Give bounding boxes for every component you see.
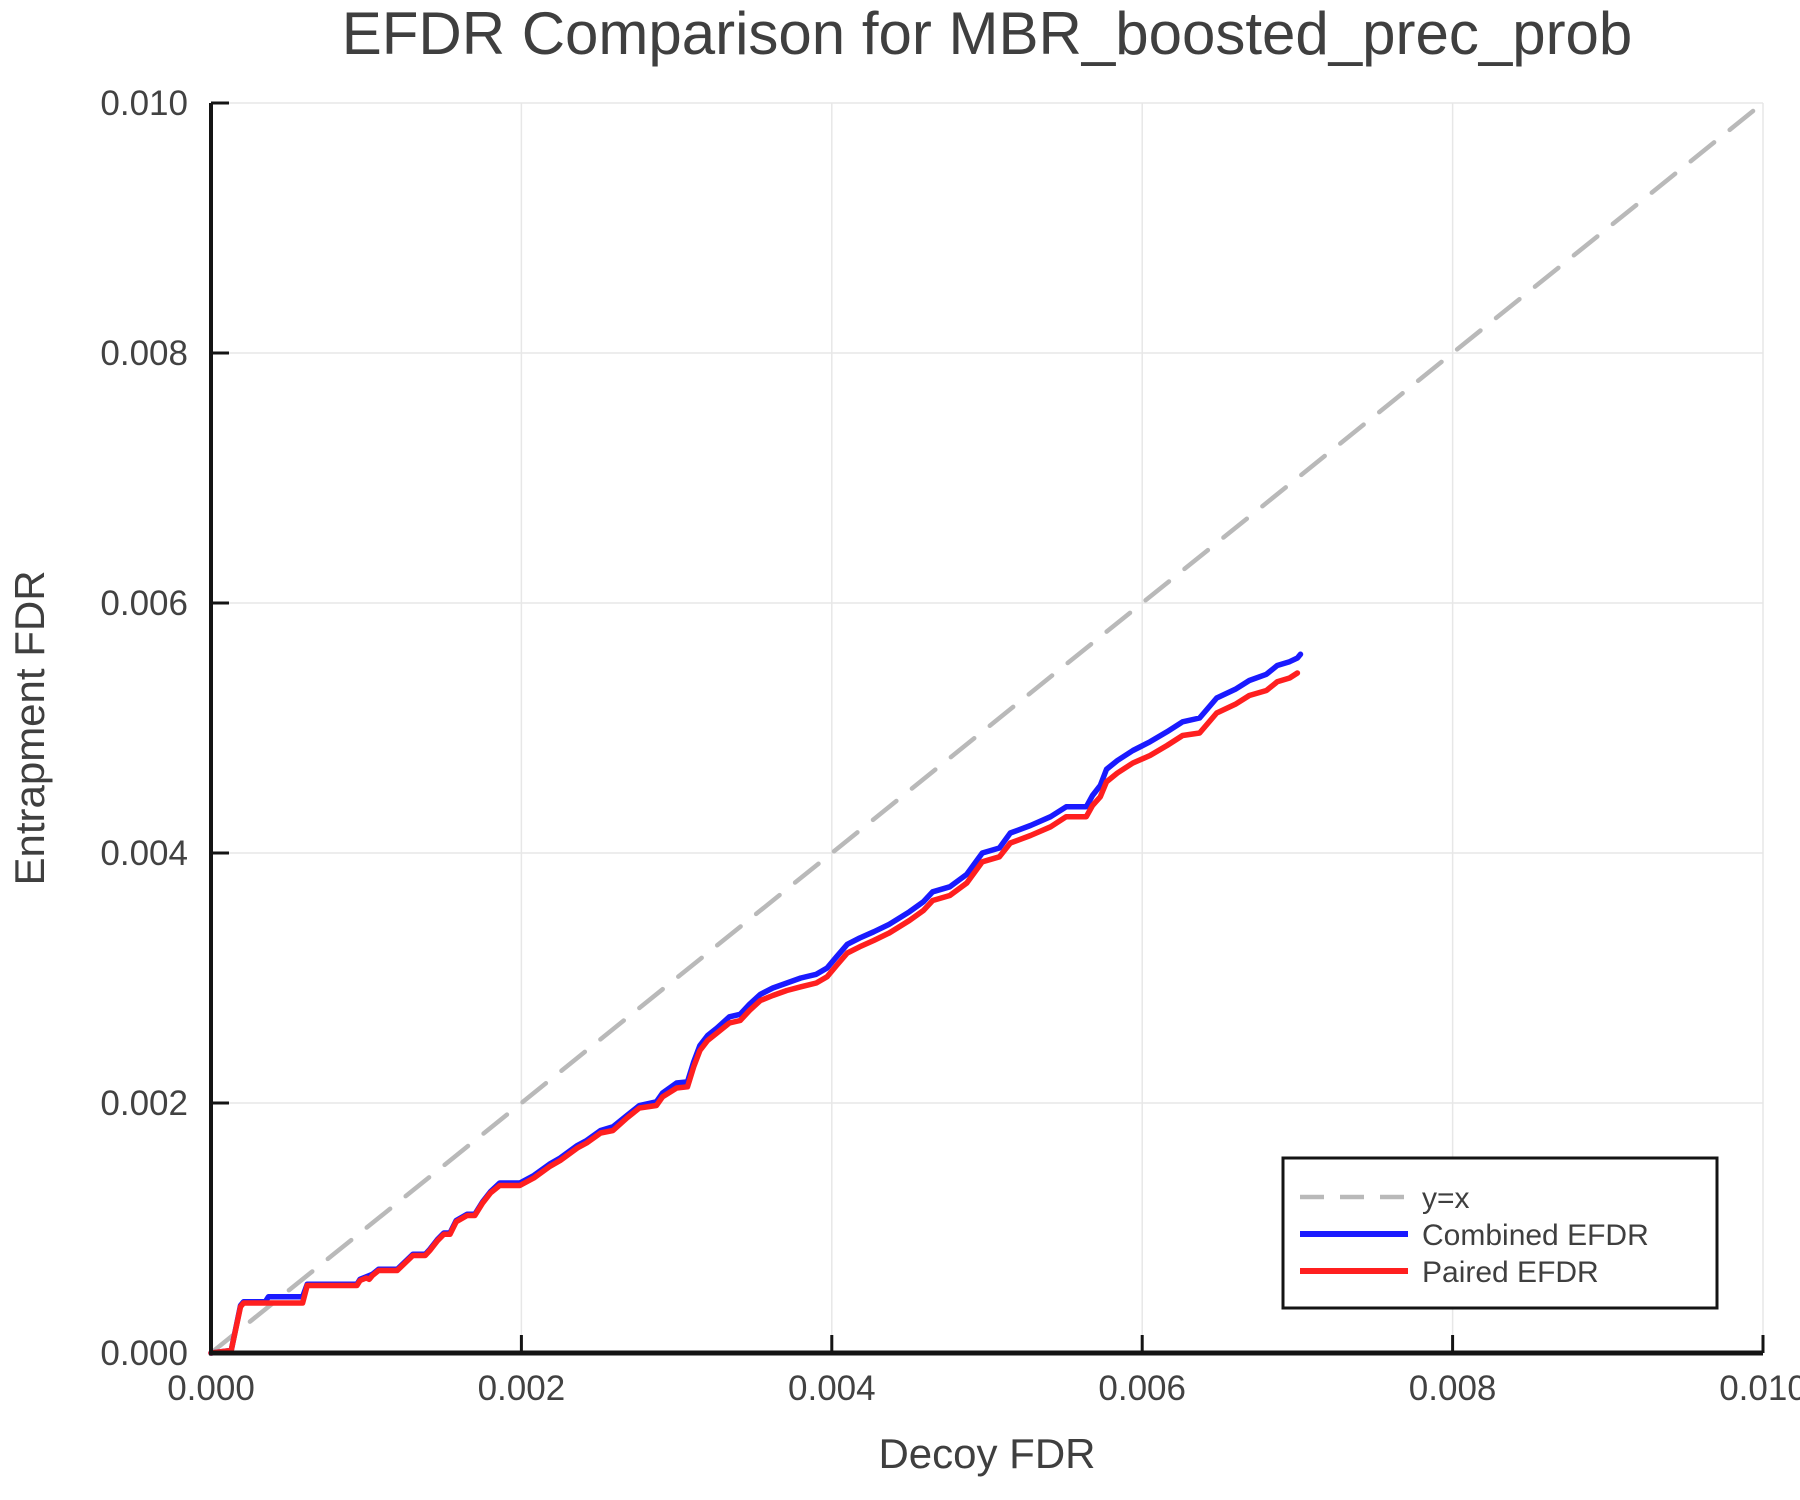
x-tick-label: 0.004 — [788, 1369, 876, 1408]
y-tick-label: 0.010 — [100, 84, 188, 123]
y-tick-label: 0.004 — [100, 834, 188, 873]
series-layer — [208, 651, 1304, 1356]
x-tick-label: 0.006 — [1098, 1369, 1186, 1408]
legend-entry-identity: y=x — [1300, 1182, 1470, 1215]
paired-efdr-line — [208, 670, 1301, 1356]
x-tick-label: 0.008 — [1409, 1369, 1497, 1408]
legend-entry-paired: Paired EFDR — [1300, 1256, 1599, 1289]
y-axis-label: Entrapment FDR — [6, 570, 53, 885]
identity-line-layer — [208, 100, 1766, 1356]
x-tick-label: 0.010 — [1719, 1369, 1800, 1408]
y-tick-label: 0.008 — [100, 334, 188, 373]
x-axis-label: Decoy FDR — [878, 1430, 1095, 1477]
axes-spines — [209, 103, 1763, 1356]
x-tick-label: 0.000 — [167, 1369, 255, 1408]
x-tick-label: 0.002 — [478, 1369, 566, 1408]
y-tick-label: 0.002 — [100, 1084, 188, 1123]
chart-title: EFDR Comparison for MBR_boosted_prec_pro… — [342, 0, 1633, 67]
legend: y=x Combined EFDR Paired EFDR — [1281, 1156, 1719, 1310]
y-x-line — [208, 100, 1766, 1356]
legend-box — [1281, 1156, 1719, 1310]
legend-entry-label: y=x — [1422, 1182, 1470, 1215]
legend-entry-combined: Combined EFDR — [1300, 1219, 1649, 1252]
legend-entry-label: Paired EFDR — [1422, 1256, 1599, 1289]
legend-entry-label: Combined EFDR — [1422, 1219, 1649, 1252]
y-tick-label: 0.006 — [100, 584, 188, 623]
grid — [211, 102, 1764, 1353]
tick-labels: 0.000 0.002 0.004 0.006 0.008 0.010 0.000 0.002… — [100, 84, 1800, 1408]
y-tick-label: 0.000 — [100, 1334, 188, 1373]
tick-marks — [209, 101, 1765, 1355]
